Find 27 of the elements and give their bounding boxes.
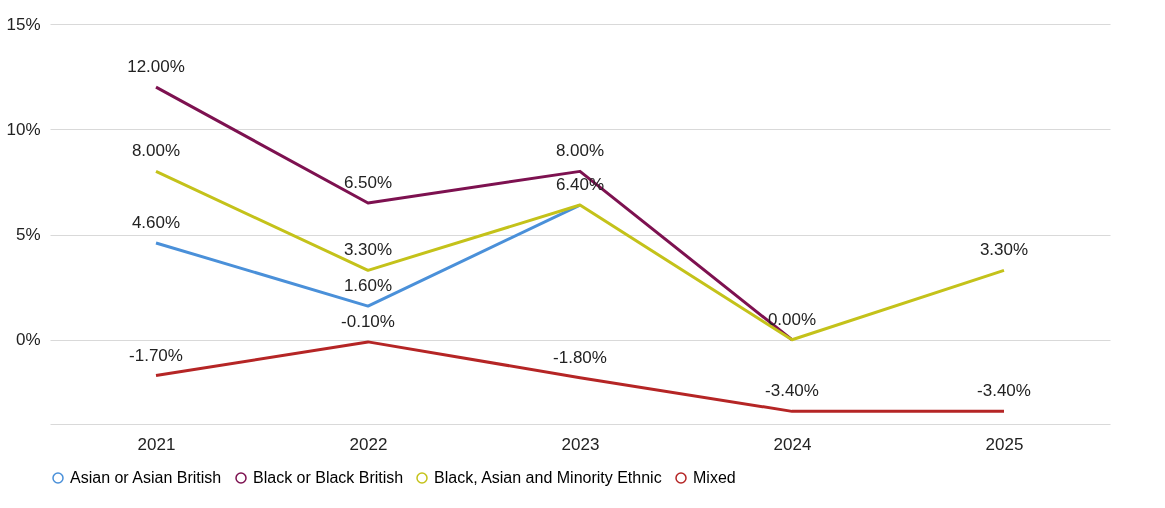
x-tick-label: 2021 — [137, 434, 176, 454]
data-label: 3.30% — [979, 240, 1029, 260]
data-label: -0.10% — [341, 311, 395, 331]
data-label: -1.80% — [553, 347, 607, 367]
data-label: 12.00% — [127, 57, 185, 77]
y-tick-label: 5% — [15, 225, 41, 245]
x-tick-label: 2022 — [349, 434, 388, 454]
data-label: -3.40% — [765, 381, 819, 401]
legend-label: Black, Asian and Minority Ethnic — [434, 469, 662, 486]
y-tick-label: 0% — [15, 330, 41, 350]
legend-label: Mixed — [693, 469, 736, 486]
y-tick-label: 10% — [6, 119, 41, 139]
data-label: 8.00% — [131, 141, 181, 161]
x-tick-label: 2023 — [561, 434, 600, 454]
data-label: 3.30% — [343, 240, 393, 260]
data-label: -1.70% — [129, 345, 183, 365]
data-label: 0.00% — [767, 309, 817, 329]
legend-label: Asian or Asian British — [70, 469, 222, 486]
data-label: -3.40% — [977, 381, 1031, 401]
data-label: 6.50% — [343, 172, 393, 192]
legend-label: Black or Black British — [253, 469, 404, 486]
x-tick-label: 2025 — [985, 434, 1024, 454]
data-label: 4.60% — [131, 212, 181, 232]
data-label: 1.60% — [343, 276, 393, 296]
x-tick-label: 2024 — [773, 434, 812, 454]
data-label: 8.00% — [555, 141, 605, 161]
y-tick-label: 15% — [6, 14, 41, 34]
